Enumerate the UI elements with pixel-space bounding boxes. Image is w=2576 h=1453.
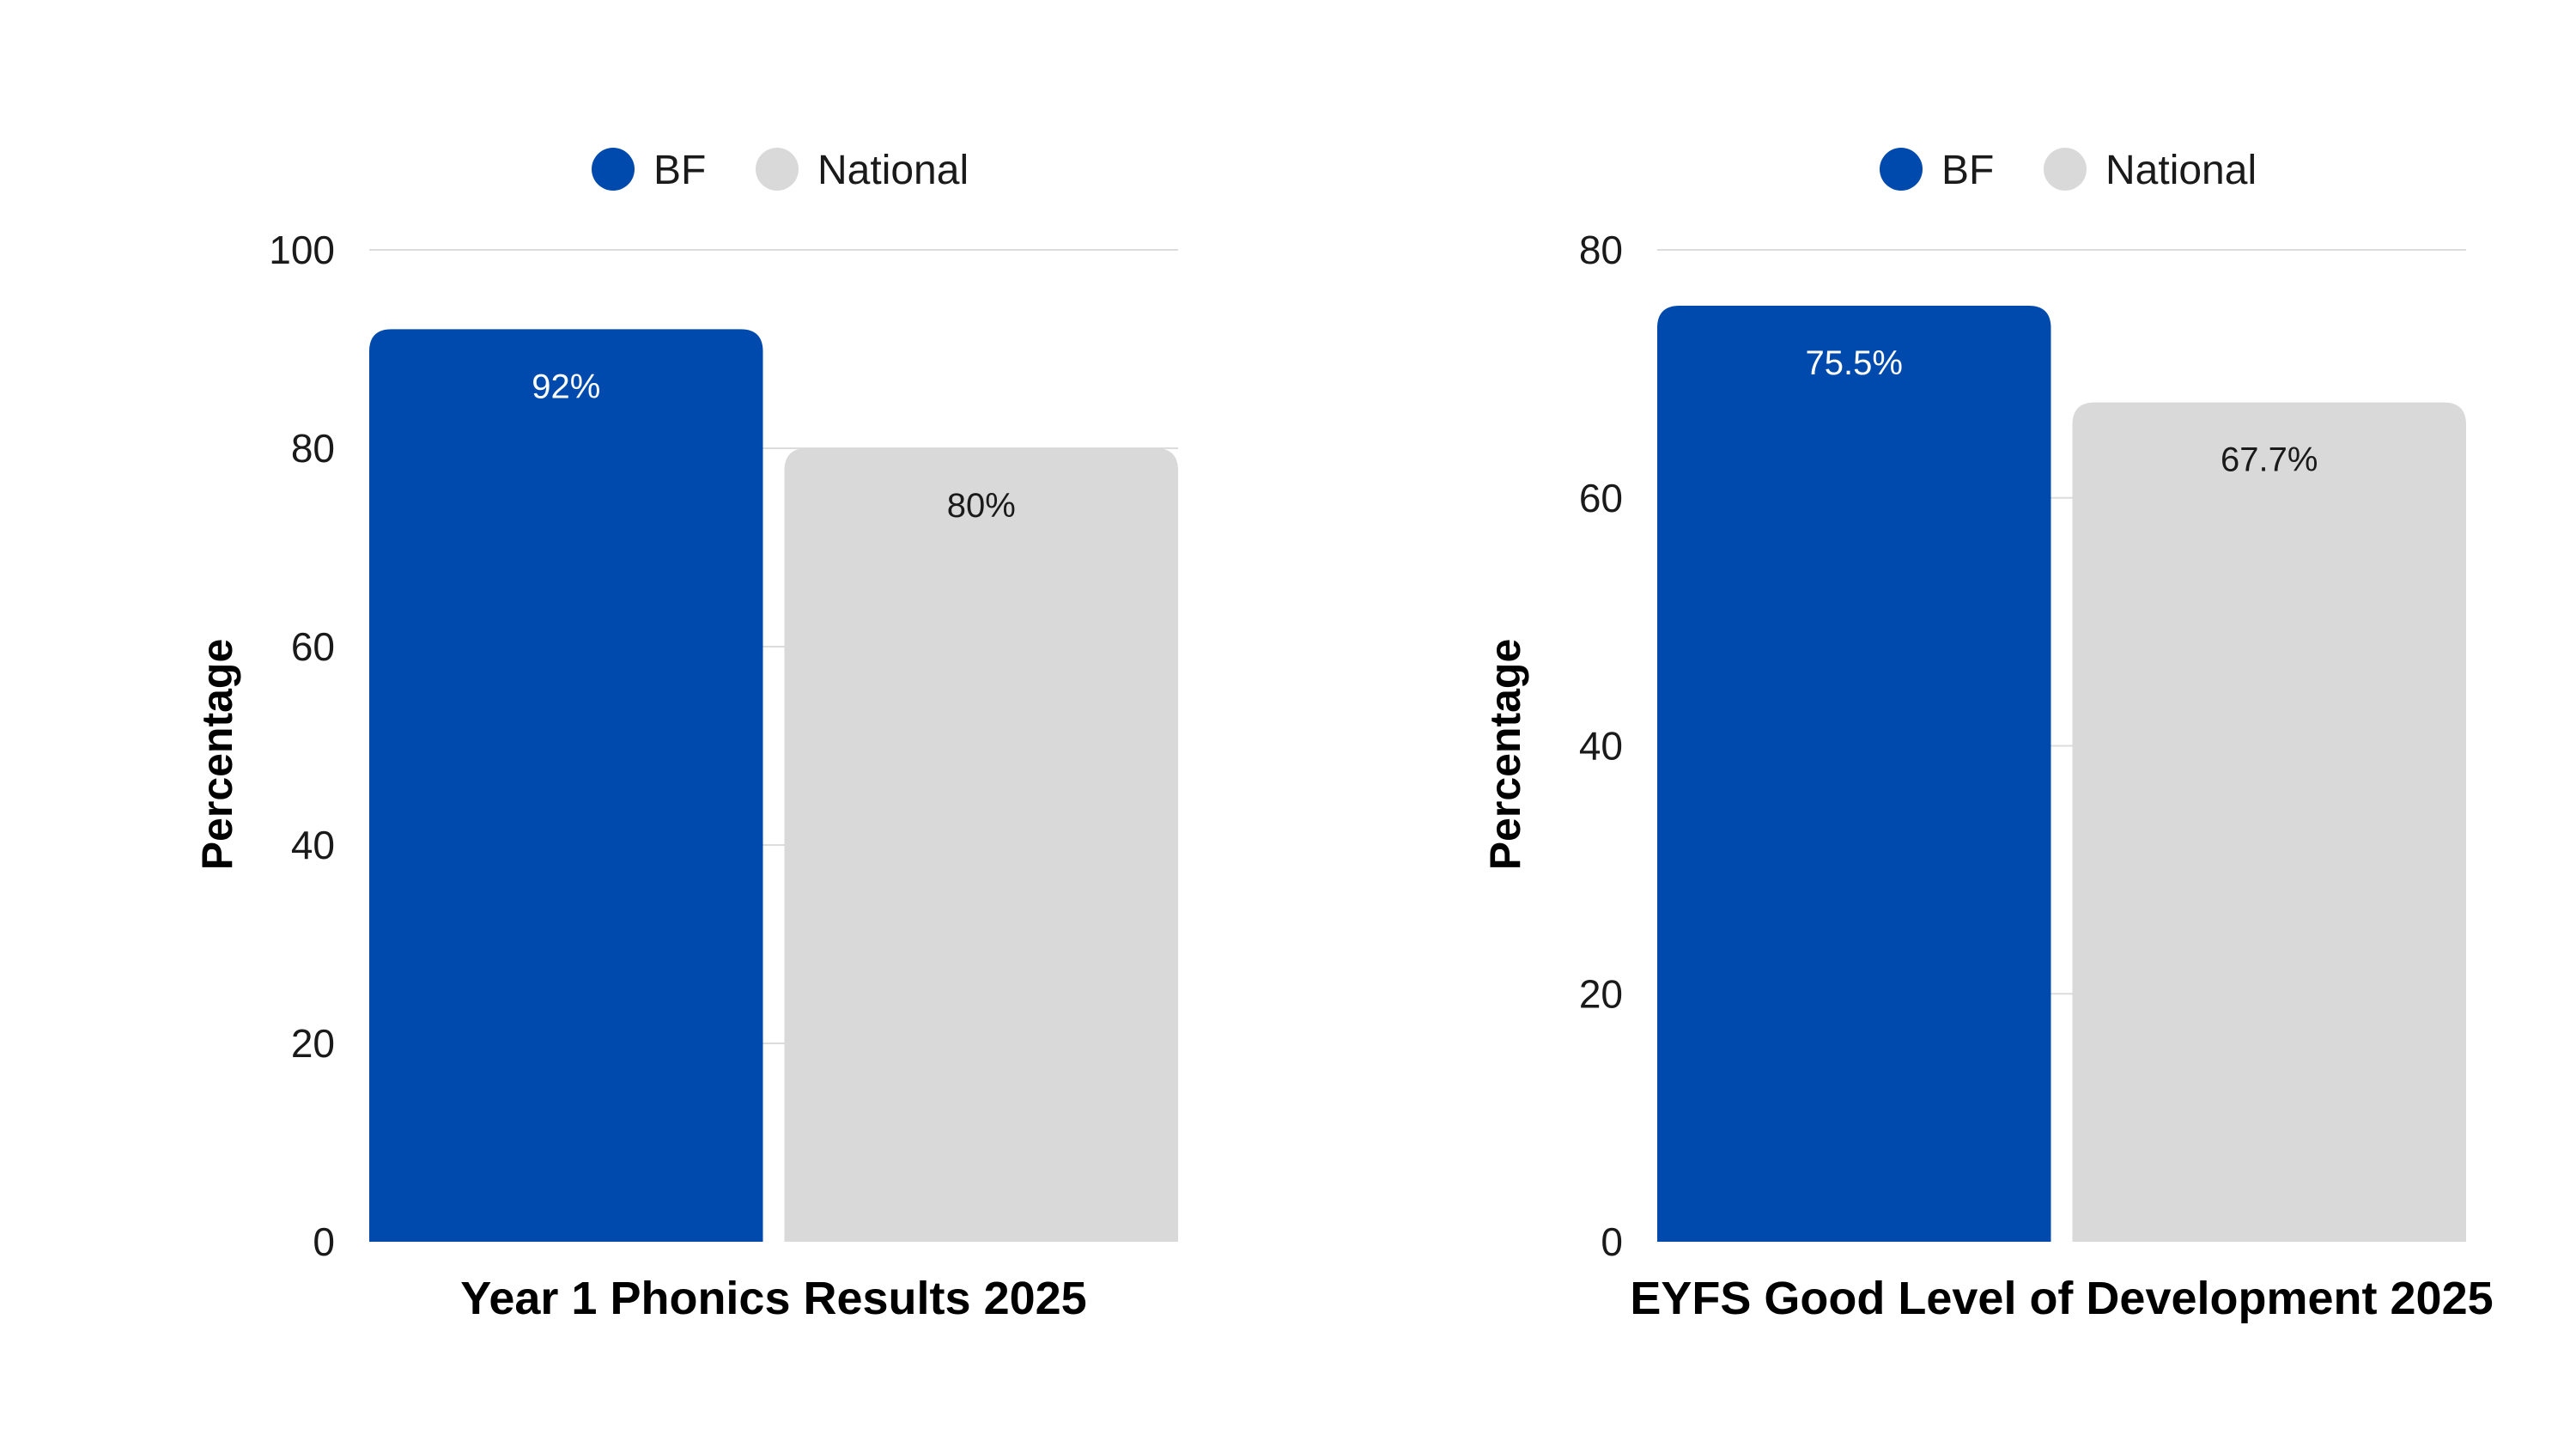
- eyfs-bars: 75.5% 67.7%: [1657, 305, 2466, 1242]
- eyfs-y-tick-label: 80: [1579, 228, 1623, 272]
- phonics-legend-label-national: National: [817, 148, 969, 193]
- phonics-y-axis-label: Percentage: [193, 639, 241, 871]
- phonics-data-label-bf: 92%: [532, 368, 600, 405]
- phonics-y-tick-label: 100: [269, 228, 335, 272]
- phonics-y-ticks: 0 20 40 60 80 100: [269, 228, 335, 1264]
- eyfs-bar-national: [2072, 402, 2466, 1242]
- phonics-legend: BF National: [592, 148, 969, 193]
- phonics-y-tick-label: 60: [291, 624, 335, 669]
- phonics-bars: 92% 80%: [369, 329, 1178, 1242]
- phonics-legend-item-bf: BF: [592, 148, 706, 193]
- phonics-bar-bf: [369, 329, 763, 1242]
- phonics-legend-swatch-national: [756, 148, 799, 191]
- eyfs-chart: 0 20 40 60 80 75.5% 67.7% BF National Percentage E…: [1288, 0, 2576, 1449]
- phonics-data-label-national: 80%: [947, 487, 1016, 525]
- eyfs-y-axis-label: Percentage: [1481, 639, 1529, 871]
- phonics-y-tick-label: 0: [313, 1219, 335, 1264]
- phonics-legend-label-bf: BF: [653, 148, 706, 193]
- phonics-legend-item-national: National: [756, 148, 969, 193]
- eyfs-legend-item-bf: BF: [1880, 148, 1994, 193]
- phonics-y-tick-label: 20: [291, 1021, 335, 1066]
- eyfs-legend: BF National: [1880, 148, 2257, 193]
- eyfs-legend-label-national: National: [2105, 148, 2257, 193]
- eyfs-legend-swatch-bf: [1880, 148, 1923, 191]
- eyfs-chart-svg: 0 20 40 60 80 75.5% 67.7% BF National Percentage E…: [1481, 148, 2494, 1324]
- eyfs-legend-item-national: National: [2044, 148, 2257, 193]
- phonics-bar-national: [784, 448, 1178, 1242]
- eyfs-legend-swatch-national: [2044, 148, 2087, 191]
- eyfs-y-tick-label: 0: [1601, 1219, 1623, 1264]
- phonics-chart-svg: 0 20 40 60 80 100 92% 80% BF National Percentage Ye…: [193, 148, 1178, 1324]
- eyfs-y-ticks: 0 20 40 60 80: [1579, 228, 1623, 1264]
- phonics-y-tick-label: 80: [291, 426, 335, 471]
- phonics-x-axis-label: Year 1 Phonics Results 2025: [460, 1273, 1086, 1324]
- phonics-y-tick-label: 40: [291, 823, 335, 867]
- eyfs-y-tick-label: 40: [1579, 724, 1623, 769]
- phonics-chart: 0 20 40 60 80 100 92% 80% BF National Percentage Ye…: [0, 0, 1288, 1449]
- phonics-legend-swatch-bf: [592, 148, 635, 191]
- eyfs-legend-label-bf: BF: [1941, 148, 1994, 193]
- eyfs-data-label-national: 67.7%: [2221, 441, 2318, 479]
- eyfs-data-label-bf: 75.5%: [1806, 344, 1903, 382]
- eyfs-x-axis-label: EYFS Good Level of Development 2025: [1630, 1273, 2493, 1324]
- eyfs-y-tick-label: 20: [1579, 971, 1623, 1016]
- eyfs-y-tick-label: 60: [1579, 476, 1623, 520]
- eyfs-bar-bf: [1657, 305, 2051, 1242]
